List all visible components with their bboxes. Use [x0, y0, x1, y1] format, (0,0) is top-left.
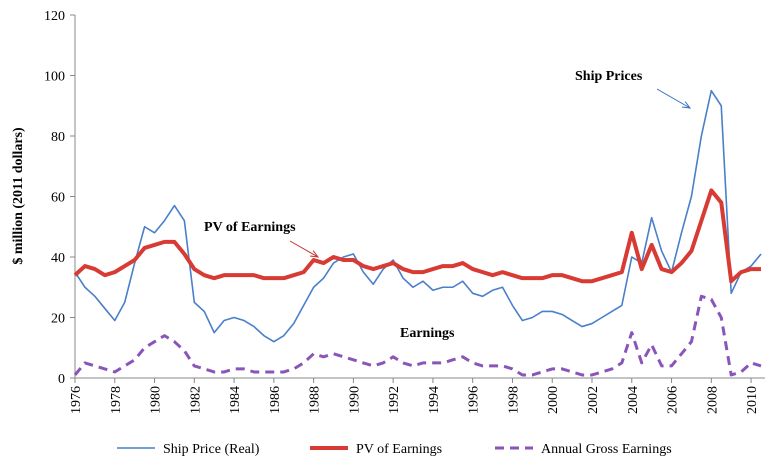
legend-label: Ship Price (Real)	[163, 442, 260, 457]
annotation-arrow	[289, 240, 319, 258]
x-tick-label: 1992	[387, 386, 402, 414]
series-line	[74, 89, 762, 343]
series-line	[73, 188, 762, 284]
x-tick-label: 2006	[666, 386, 681, 414]
series-line	[73, 294, 762, 377]
y-tick-label: 120	[44, 9, 65, 24]
x-tick-label: 1980	[149, 386, 164, 414]
y-tick-label: 40	[51, 251, 65, 266]
x-tick-label: 1998	[506, 386, 521, 414]
x-tick-label: 1978	[109, 386, 124, 414]
x-tick-label: 2010	[745, 386, 760, 414]
legend-label: PV of Earnings	[356, 442, 442, 457]
annotation-arrowhead	[681, 101, 692, 109]
x-tick-label: 2002	[586, 386, 601, 414]
y-tick-label: 0	[58, 372, 65, 387]
annotation-arrow	[656, 88, 691, 109]
annotation: Earnings	[400, 326, 455, 341]
y-axis-label: $ million (2011 dollars)	[11, 127, 26, 265]
annotation-arrowhead	[309, 250, 320, 258]
annotation: PV of Earnings	[204, 220, 296, 235]
x-tick-label: 1976	[69, 386, 84, 414]
y-tick-label: 80	[51, 130, 65, 145]
annotation: Ship Prices	[575, 69, 643, 84]
x-tick-label: 2000	[546, 386, 561, 414]
x-tick-label: 1994	[427, 386, 442, 414]
x-tick-label: 1990	[347, 386, 362, 414]
x-tick-label: 2008	[705, 386, 720, 414]
x-tick-label: 1984	[228, 386, 243, 414]
x-tick-label: 2004	[626, 386, 641, 414]
x-tick-label: 1986	[268, 386, 283, 414]
x-tick-label: 1988	[308, 386, 323, 414]
legend-label: Annual Gross Earnings	[541, 442, 672, 457]
y-tick-label: 60	[51, 191, 65, 206]
y-tick-label: 20	[51, 312, 65, 327]
y-tick-label: 100	[44, 70, 65, 85]
x-tick-label: 1982	[188, 386, 203, 414]
x-tick-label: 1996	[467, 386, 482, 414]
